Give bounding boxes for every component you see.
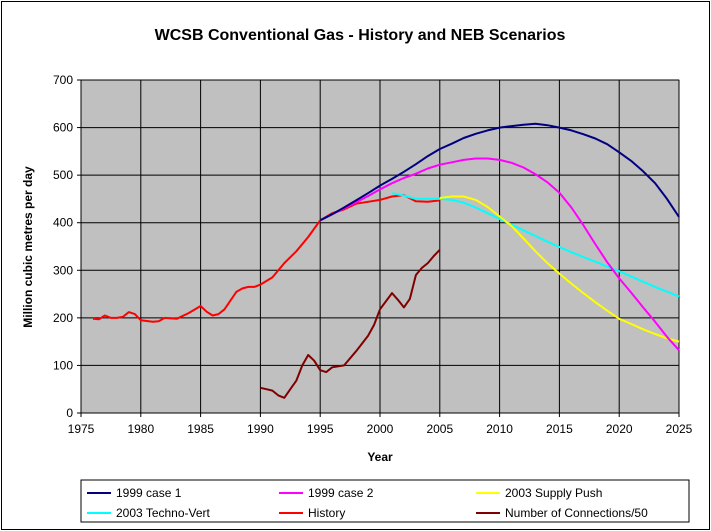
y-tick-label: 0 <box>66 406 73 420</box>
series-line-2 <box>319 157 680 351</box>
legend <box>80 479 690 523</box>
x-tick-label: 2010 <box>486 422 513 436</box>
series-line-6 <box>260 249 441 399</box>
series-line-1 <box>319 122 680 222</box>
y-tick-label: 300 <box>53 263 73 277</box>
series-line-4 <box>391 192 680 298</box>
x-tick-label: 2005 <box>426 422 453 436</box>
legend-label: History <box>308 506 345 520</box>
y-tick-label: 200 <box>53 311 73 325</box>
x-tick-label: 2000 <box>367 422 394 436</box>
x-axis-label: Year <box>367 450 393 464</box>
x-tick-label: 2015 <box>546 422 573 436</box>
chart-title: WCSB Conventional Gas - History and NEB … <box>155 27 566 44</box>
axis-ticks: 0 100 200 300 400 500 600 700 1975 1980 1985 1990 19… <box>53 73 693 436</box>
legend-label: 2003 Supply Push <box>505 486 602 500</box>
legend-label: 2003 Techno-Vert <box>116 506 211 520</box>
y-tick-label: 100 <box>53 358 73 372</box>
legend-label: Number of Connections/50 <box>505 506 648 520</box>
series-line-5 <box>92 194 440 323</box>
series-line-3 <box>439 195 680 343</box>
y-tick-label: 500 <box>53 168 73 182</box>
x-tick-label: 1980 <box>127 422 154 436</box>
y-tick-label: 400 <box>53 216 73 230</box>
x-tick-label: 1985 <box>187 422 214 436</box>
y-tick-label: 600 <box>53 121 73 135</box>
x-tick-label: 2020 <box>606 422 633 436</box>
x-tick-label: 1975 <box>68 422 95 436</box>
y-tick-label: 700 <box>53 73 73 87</box>
series-lines <box>92 122 680 399</box>
legend-label: 1999 case 2 <box>308 486 374 500</box>
x-tick-label: 1990 <box>247 422 274 436</box>
legend-label: 1999 case 1 <box>116 486 182 500</box>
y-axis-label: Million cubic metres per day <box>21 166 35 328</box>
x-tick-label: 1995 <box>307 422 334 436</box>
legend-items: 1999 case 1 1999 case 2 2003 Supply Push 20… <box>87 486 648 520</box>
x-tick-label: 2025 <box>666 422 693 436</box>
